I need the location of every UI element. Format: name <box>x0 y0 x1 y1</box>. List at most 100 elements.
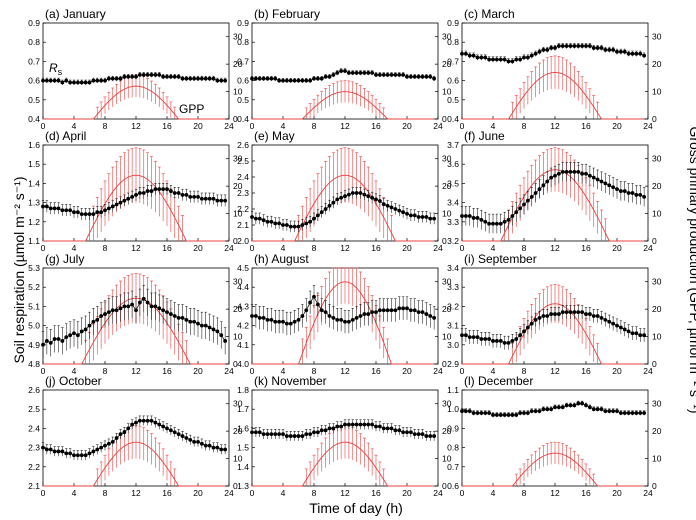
rs-point <box>110 308 115 313</box>
rs-point <box>506 217 511 222</box>
x-tick-label: 20 <box>612 488 622 498</box>
rs-point <box>168 312 173 316</box>
rs-point <box>312 216 316 221</box>
rs-point <box>134 420 138 425</box>
rs-point <box>192 194 197 199</box>
rs-point <box>525 198 530 203</box>
rs-point <box>428 74 433 79</box>
panel-8: (h) August 0 4 8 12 16 20 24 4.0 4.1 4.2 4.3 4.4 4.5 0… <box>237 252 452 376</box>
rs-point <box>584 171 588 176</box>
rs-point <box>568 169 573 174</box>
rs-point <box>463 409 468 414</box>
rs-point <box>157 187 162 192</box>
rs-point <box>385 426 390 431</box>
rs-point <box>510 214 515 218</box>
series-rs <box>250 419 437 441</box>
x-tick-label: 16 <box>162 121 172 131</box>
rs-point <box>518 206 523 211</box>
rs-point <box>630 191 635 195</box>
rs-point <box>335 424 340 429</box>
rs-point <box>91 449 96 454</box>
gpp-line <box>462 303 645 365</box>
rs-point <box>269 76 274 81</box>
rs-point <box>284 321 289 326</box>
y-tick-label-left: 0.7 <box>447 56 459 66</box>
x-tick-label: 16 <box>162 243 172 253</box>
y-tick-label-left: 2.2 <box>28 462 40 472</box>
rs-point <box>412 74 417 79</box>
rs-point <box>192 439 197 444</box>
y-tick-label-left: 1.4 <box>237 462 249 472</box>
gpp-line <box>252 91 435 120</box>
rs-point <box>553 405 557 410</box>
rs-point <box>572 403 577 408</box>
x-tick-label: 8 <box>522 121 527 131</box>
rs-point <box>153 72 158 77</box>
y-tick-label-right: 0 <box>233 481 238 491</box>
rs-point <box>312 430 316 435</box>
rs-point <box>362 192 367 197</box>
rs-point <box>408 308 413 313</box>
rs-point <box>522 329 526 334</box>
series-rs <box>460 400 647 418</box>
rs-point <box>471 216 476 220</box>
y-tick-label-left: 1.4 <box>28 178 40 188</box>
rs-point <box>273 319 278 324</box>
rs-point <box>184 76 189 81</box>
rs-point <box>412 213 417 218</box>
rs-point <box>622 411 627 415</box>
rs-point <box>366 312 371 316</box>
rs-point <box>483 219 488 224</box>
rs-point <box>87 451 92 456</box>
rs-point <box>161 424 166 429</box>
x-tick-label: 16 <box>162 488 172 498</box>
rs-point <box>467 335 472 340</box>
gpp-line <box>43 85 226 120</box>
panel-title: (h) August <box>254 252 309 266</box>
rs-point <box>308 78 313 83</box>
rs-point <box>401 430 406 435</box>
x-tick-label: 20 <box>193 121 203 131</box>
rs-point <box>537 409 542 414</box>
rs-point <box>192 76 197 81</box>
x-tick-label: 4 <box>281 243 286 253</box>
x-tick-label: 0 <box>41 488 46 498</box>
rs-point <box>487 337 492 341</box>
series-rs <box>41 183 228 220</box>
rs-point <box>541 183 546 188</box>
rs-point <box>277 78 282 83</box>
rs-point <box>203 196 208 201</box>
rs-point <box>522 55 526 60</box>
rs-point <box>180 76 185 81</box>
x-tick-label: 20 <box>612 366 622 376</box>
rs-point <box>428 216 433 221</box>
rs-point <box>502 413 507 417</box>
rs-point <box>296 434 301 438</box>
rs-point <box>223 447 228 452</box>
rs-point <box>350 191 355 195</box>
y-tick-label-left: 1.2 <box>28 217 40 227</box>
rs-point <box>529 409 534 414</box>
rs-point <box>250 314 254 318</box>
rs-point <box>103 78 107 83</box>
rs-point <box>339 69 344 73</box>
rs-point <box>603 181 608 186</box>
rs-point <box>416 74 421 79</box>
rs-point <box>346 319 351 324</box>
rs-point <box>165 187 169 192</box>
rs-point <box>424 312 429 316</box>
series-rs <box>460 43 647 65</box>
rs-point <box>533 317 538 322</box>
rs-point <box>460 409 464 414</box>
rs-point <box>599 316 604 320</box>
rs-point <box>397 208 402 213</box>
rs-point <box>587 173 592 178</box>
rs-point <box>64 78 69 83</box>
rs-point <box>83 80 88 85</box>
rs-point <box>603 317 608 322</box>
rs-point <box>211 445 216 450</box>
y-tick-label-right: 20 <box>652 304 662 314</box>
rs-point <box>432 434 437 438</box>
y-tick-label-left: 1.7 <box>237 404 249 414</box>
x-tick-label: 12 <box>131 243 141 253</box>
